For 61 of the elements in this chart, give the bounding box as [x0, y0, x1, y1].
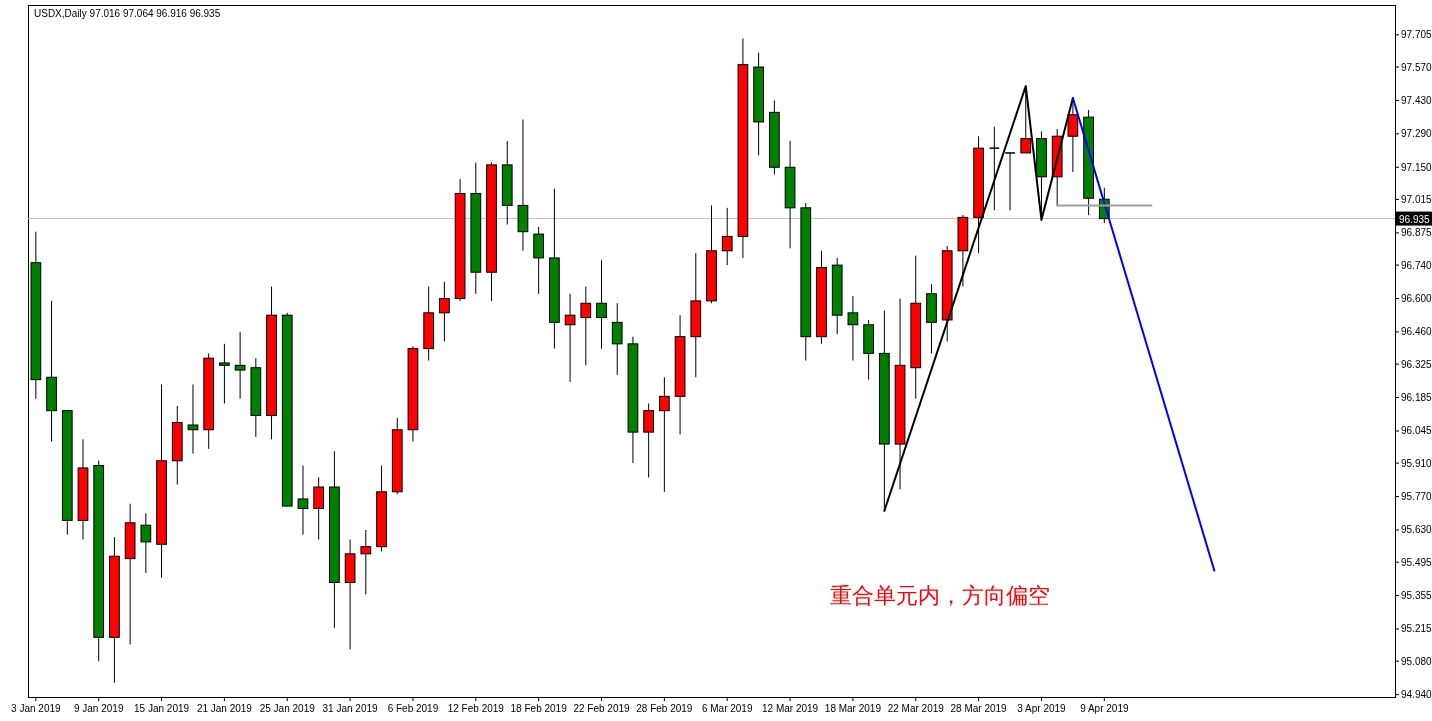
candlestick	[988, 126, 1000, 211]
candlestick	[1004, 152, 1016, 211]
y-tick-label: 97.290	[1401, 128, 1432, 140]
candlestick	[721, 207, 733, 266]
y-tick-label: 97.430	[1401, 94, 1432, 106]
x-tick-label: 22 Feb 2019	[573, 703, 631, 714]
candlestick	[234, 331, 246, 400]
x-tick-label: 6 Mar 2019	[701, 703, 753, 714]
ref-line-label: 96.935	[1399, 213, 1431, 225]
candlestick	[658, 376, 670, 493]
x-tick-label: 28 Feb 2019	[636, 703, 693, 714]
x-tick-label: 15 Jan 2019	[134, 703, 190, 714]
candlestick	[187, 383, 199, 455]
y-tick-label: 95.215	[1401, 623, 1432, 635]
candlestick	[297, 465, 309, 536]
y-tick-label: 95.910	[1401, 457, 1432, 469]
y-tick-label: 96.875	[1401, 227, 1432, 239]
candlestick	[580, 286, 592, 366]
candlestick	[533, 226, 545, 295]
chart-title: USDX,Daily 97.016 97.064 96.916 96.935	[34, 8, 221, 19]
x-tick-label: 28 Mar 2019	[950, 703, 1008, 714]
x-tick-label: 3 Apr 2019	[1017, 703, 1067, 714]
y-tick-label: 96.600	[1401, 293, 1432, 304]
candlestick	[564, 293, 576, 383]
x-tick-label: 18 Feb 2019	[510, 703, 568, 714]
annotation: 重合单元内，方向偏空	[830, 583, 1050, 608]
x-tick-label: 18 Mar 2019	[824, 703, 882, 714]
y-tick-label: 96.325	[1401, 358, 1432, 370]
y-tick-label: 96.185	[1401, 392, 1432, 404]
x-tick-label: 6 Feb 2019	[387, 703, 439, 714]
y-tick-label: 97.015	[1401, 193, 1432, 205]
candlestick	[439, 281, 450, 342]
x-tick-label: 3 Jan 2019	[11, 703, 62, 714]
y-tick-label: 94.940	[1401, 689, 1432, 701]
y-tick-label: 95.080	[1401, 655, 1432, 667]
candlestick	[643, 403, 655, 478]
y-tick-label: 95.355	[1401, 590, 1432, 602]
y-tick-label: 96.740	[1401, 259, 1432, 271]
candlestick	[611, 302, 623, 376]
y-tick-label: 95.630	[1401, 524, 1432, 536]
y-tick-label: 97.705	[1401, 29, 1432, 41]
y-tick-label: 95.495	[1401, 556, 1432, 568]
y-tick-label: 97.150	[1401, 161, 1432, 173]
x-tick-label: 12 Mar 2019	[761, 703, 819, 714]
x-tick-label: 9 Jan 2019	[73, 703, 124, 714]
x-tick-label: 31 Jan 2019	[322, 703, 379, 714]
y-tick-label: 97.570	[1401, 61, 1432, 73]
x-tick-label: 22 Mar 2019	[887, 703, 945, 714]
x-tick-label: 21 Jan 2019	[196, 703, 253, 714]
x-tick-label: 12 Feb 2019	[447, 703, 505, 714]
candlestick	[847, 295, 859, 362]
candlestick	[596, 259, 607, 350]
y-tick-label: 96.045	[1401, 425, 1432, 437]
candlestick	[360, 529, 372, 595]
candlestick	[219, 343, 230, 404]
candlestick	[313, 476, 325, 541]
x-tick-label: 25 Jan 2019	[259, 703, 316, 714]
y-tick-label: 95.770	[1401, 491, 1432, 503]
x-tick-label: 9 Apr 2019	[1080, 703, 1129, 714]
y-tick-label: 96.460	[1401, 326, 1432, 338]
candlestick	[140, 512, 152, 574]
